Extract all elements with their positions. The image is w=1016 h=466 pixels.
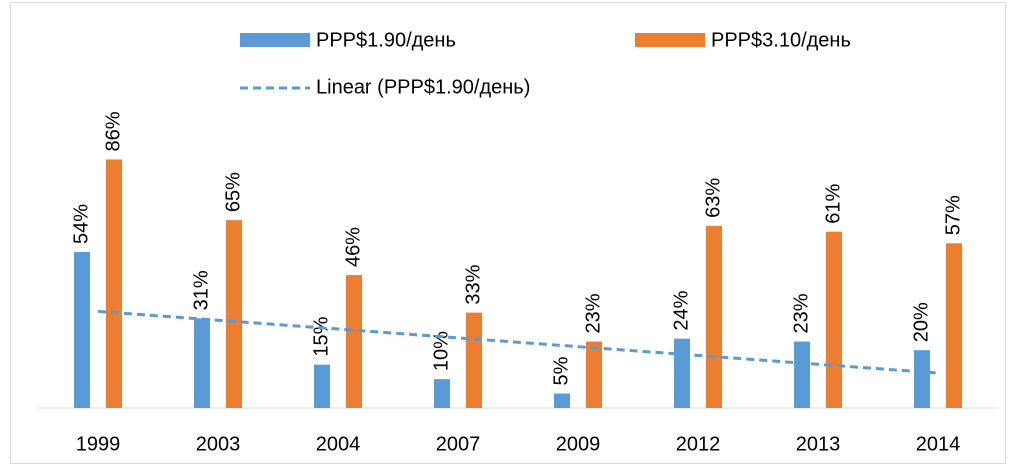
legend-swatch	[240, 33, 310, 47]
data-label: 57%	[942, 195, 964, 235]
data-label: 31%	[190, 270, 212, 310]
x-tick-label: 2004	[316, 433, 361, 455]
bar	[914, 350, 930, 408]
data-label: 46%	[342, 227, 364, 267]
bar	[226, 220, 242, 408]
data-label: 15%	[310, 316, 332, 356]
bar	[106, 159, 122, 408]
data-label: 10%	[430, 331, 452, 371]
x-tick-label: 2009	[556, 433, 601, 455]
data-label: 23%	[582, 293, 604, 333]
bar	[554, 393, 570, 408]
x-tick-label: 2012	[676, 433, 721, 455]
bar	[314, 364, 330, 408]
x-tick-label: 2007	[436, 433, 481, 455]
data-label: 61%	[822, 183, 844, 223]
legend-swatch	[635, 33, 705, 47]
x-tick-label: 2013	[796, 433, 841, 455]
data-label: 5%	[550, 356, 572, 385]
bar	[794, 341, 810, 408]
bar	[706, 225, 722, 408]
data-label: 33%	[462, 264, 484, 304]
data-label: 86%	[102, 111, 124, 151]
x-tick-label: 1999	[76, 433, 121, 455]
bar	[466, 312, 482, 408]
data-label: 65%	[222, 172, 244, 212]
data-label: 23%	[790, 293, 812, 333]
data-label: 54%	[70, 204, 92, 244]
data-label: 20%	[910, 302, 932, 342]
bar	[826, 231, 842, 408]
bar	[346, 275, 362, 408]
chart-border	[10, 2, 1006, 464]
bar	[586, 341, 602, 408]
data-label: 63%	[702, 178, 724, 218]
data-label: 24%	[670, 290, 692, 330]
legend-label: PPP$1.90/день	[316, 29, 456, 51]
legend-label: Linear (PPP$1.90/день)	[316, 76, 530, 98]
x-tick-label: 2014	[916, 433, 961, 455]
bar	[194, 318, 210, 408]
x-tick-label: 2003	[196, 433, 241, 455]
bar	[946, 243, 962, 408]
bar	[434, 379, 450, 408]
bar	[74, 251, 90, 408]
trendline	[97, 309, 939, 375]
bar	[674, 338, 690, 408]
legend-label: PPP$3.10/день	[711, 29, 851, 51]
